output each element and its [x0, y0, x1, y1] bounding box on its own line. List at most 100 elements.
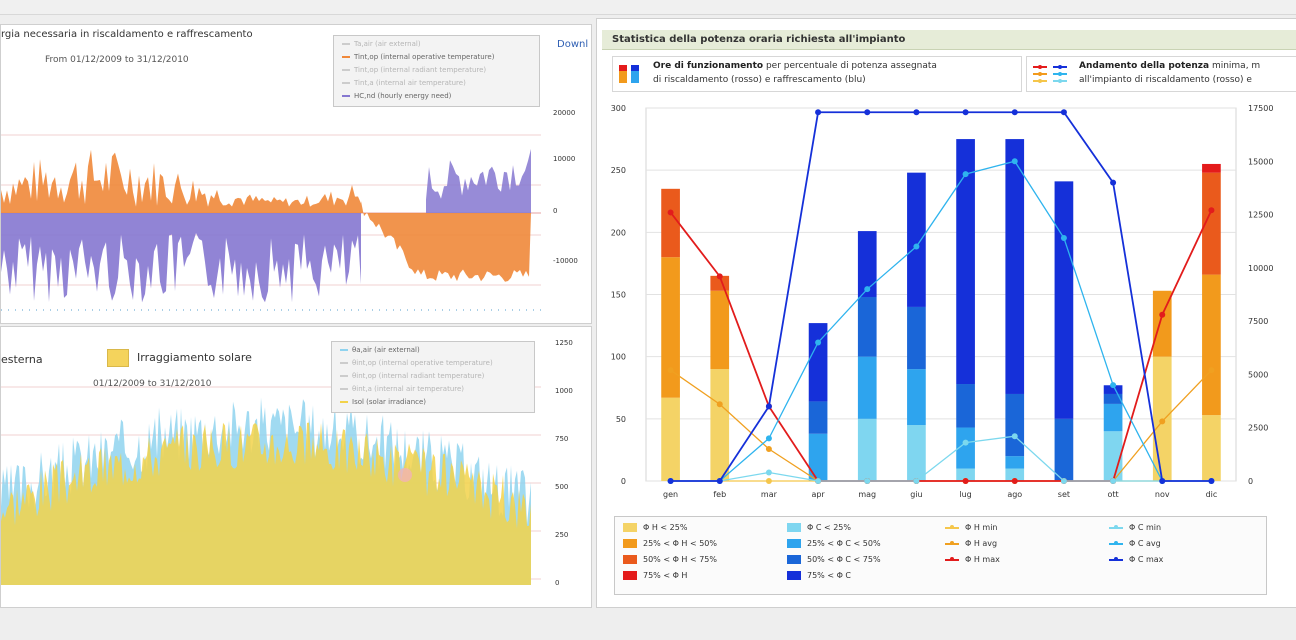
y-tick-label: 0: [621, 477, 626, 486]
legend-swatch: [787, 571, 801, 580]
power-trend-info: Andamento della potenza minima, m all'im…: [1026, 56, 1296, 92]
operating-hours-text: Ore di funzionamento per percentuale di …: [653, 61, 937, 71]
series-point: [765, 478, 772, 484]
y2-tick-label: 2500: [1248, 424, 1268, 433]
y-tick-label: 50: [616, 415, 626, 424]
x-tick-label: ott: [1107, 490, 1118, 499]
bar-segment: [857, 231, 877, 297]
legend-item[interactable]: Φ H < 25%: [623, 523, 687, 532]
legend-swatch: [623, 571, 637, 580]
series-line: [670, 111, 1212, 482]
bar-segment: [1005, 468, 1025, 481]
series-point: [962, 439, 969, 446]
x-tick-label: apr: [811, 490, 825, 499]
y2-tick-label: 17500: [1248, 104, 1273, 113]
y2-tick-500: 500: [555, 483, 569, 491]
energy-heating-area: [1, 149, 361, 213]
y2-tick-label: 7500: [1248, 317, 1268, 326]
legend-label: Φ C < 25%: [807, 523, 851, 532]
x-tick-label: mar: [761, 490, 778, 499]
legend-label: 75% < Φ C: [807, 571, 851, 580]
bar-segment: [1054, 418, 1074, 481]
power-statistics-legend: Φ H < 25% 25% < Φ H < 50% 50% < Φ H < 75% 7…: [614, 516, 1267, 595]
y2-tick-label: 10000: [1248, 264, 1273, 273]
bar-segment: [808, 433, 828, 481]
legend-line-marker: [945, 555, 959, 564]
solar-legend: θa,air (air external) θint,op (internal …: [331, 341, 535, 413]
legend-item-operative-temp-b[interactable]: θint,op (internal operative temperature): [340, 359, 493, 367]
x-tick-label: set: [1058, 490, 1070, 499]
bar-segment: [1103, 403, 1123, 432]
legend-item-radiant-temp-b[interactable]: θint,op (internal radiant temperature): [340, 372, 484, 380]
series-line: [670, 160, 1212, 482]
legend-item-air-temp-b[interactable]: θint,a (internal air temperature): [340, 385, 464, 393]
series-point: [716, 478, 723, 484]
bar-segment: [907, 425, 926, 481]
legend-item[interactable]: 50% < Φ C < 75%: [787, 555, 881, 564]
series-point: [864, 109, 871, 116]
series-point: [765, 446, 772, 453]
solar-caption: Irraggiamento solare: [107, 349, 252, 367]
legend-swatch: [787, 523, 801, 532]
y-tick-label: 300: [611, 104, 626, 113]
legend-item[interactable]: 50% < Φ H < 75%: [623, 555, 717, 564]
legend-item[interactable]: 75% < Φ C: [787, 571, 851, 580]
legend-item[interactable]: 25% < Φ C < 50%: [787, 539, 881, 548]
top-toolbar-strip: [0, 0, 1296, 15]
legend-line-marker: [945, 539, 959, 548]
legend-item[interactable]: Φ H avg: [945, 539, 997, 548]
y2-tick-0b: 0: [555, 579, 560, 587]
series-point: [1110, 179, 1117, 186]
legend-item-solar-irradiance[interactable]: Isol (solar irradiance): [340, 398, 426, 406]
series-point: [1110, 382, 1117, 389]
bar-segment: [710, 369, 730, 481]
legend-item-operative-temp[interactable]: Tint,op (internal operative temperature): [342, 53, 494, 61]
bar-segment: [1005, 139, 1025, 394]
series-point: [1011, 109, 1018, 116]
legend-item[interactable]: Φ C < 25%: [787, 523, 851, 532]
legend-label: 50% < Φ H < 75%: [643, 555, 717, 564]
legend-item-radiant-temp[interactable]: Tint,op (internal radiant temperature): [342, 66, 486, 74]
legend-item[interactable]: 75% < Φ H: [623, 571, 687, 580]
download-link[interactable]: Downl: [557, 39, 589, 50]
legend-item[interactable]: Φ C avg: [1109, 539, 1161, 548]
y2-tick-label: 0: [1248, 477, 1253, 486]
legend-item-air-temp[interactable]: Tint,a (internal air temperature): [342, 79, 466, 87]
legend-label: 50% < Φ C < 75%: [807, 555, 881, 564]
legend-swatch: [787, 539, 801, 548]
bar-segment: [1152, 290, 1172, 357]
y-tick-label: 250: [611, 166, 626, 175]
legend-item[interactable]: Φ H min: [945, 523, 997, 532]
bar-segment: [661, 397, 680, 481]
legend-swatch: [623, 523, 637, 532]
bar-segment: [1054, 181, 1074, 419]
y2-tick-10000: 10000: [553, 155, 576, 163]
energy-cooling-area-late: [426, 148, 531, 213]
legend-line-marker: [1109, 539, 1123, 548]
series-point: [1110, 478, 1117, 484]
legend-item-energy-need[interactable]: HC,nd (hourly energy need): [342, 92, 451, 100]
legend-item[interactable]: 25% < Φ H < 50%: [623, 539, 717, 548]
bar-segment: [1202, 172, 1221, 275]
series-line: [669, 209, 1213, 482]
x-tick-label: mag: [858, 490, 876, 499]
series-point: [815, 478, 822, 484]
bar-segment: [907, 306, 926, 370]
y2-tick-20000: 20000: [553, 109, 576, 117]
legend-item-air-external[interactable]: Ta,air (air external): [342, 40, 421, 48]
series-point: [962, 171, 969, 178]
series-point: [1208, 478, 1215, 484]
legend-item[interactable]: Φ H max: [945, 555, 1000, 564]
power-statistics-header: Statistica della potenza oraria richiest…: [602, 30, 1296, 50]
bar-segment: [808, 323, 828, 402]
series-point: [864, 478, 871, 484]
bar-segment: [1005, 456, 1025, 469]
series-point: [716, 401, 723, 408]
legend-item-air-external-b[interactable]: θa,air (air external): [340, 346, 420, 354]
legend-label: Φ C max: [1129, 555, 1164, 564]
series-point: [1060, 109, 1067, 116]
legend-line-marker: [945, 523, 959, 532]
legend-item[interactable]: Φ C min: [1109, 523, 1161, 532]
legend-item[interactable]: Φ C max: [1109, 555, 1163, 564]
bar-segment: [1202, 163, 1221, 173]
